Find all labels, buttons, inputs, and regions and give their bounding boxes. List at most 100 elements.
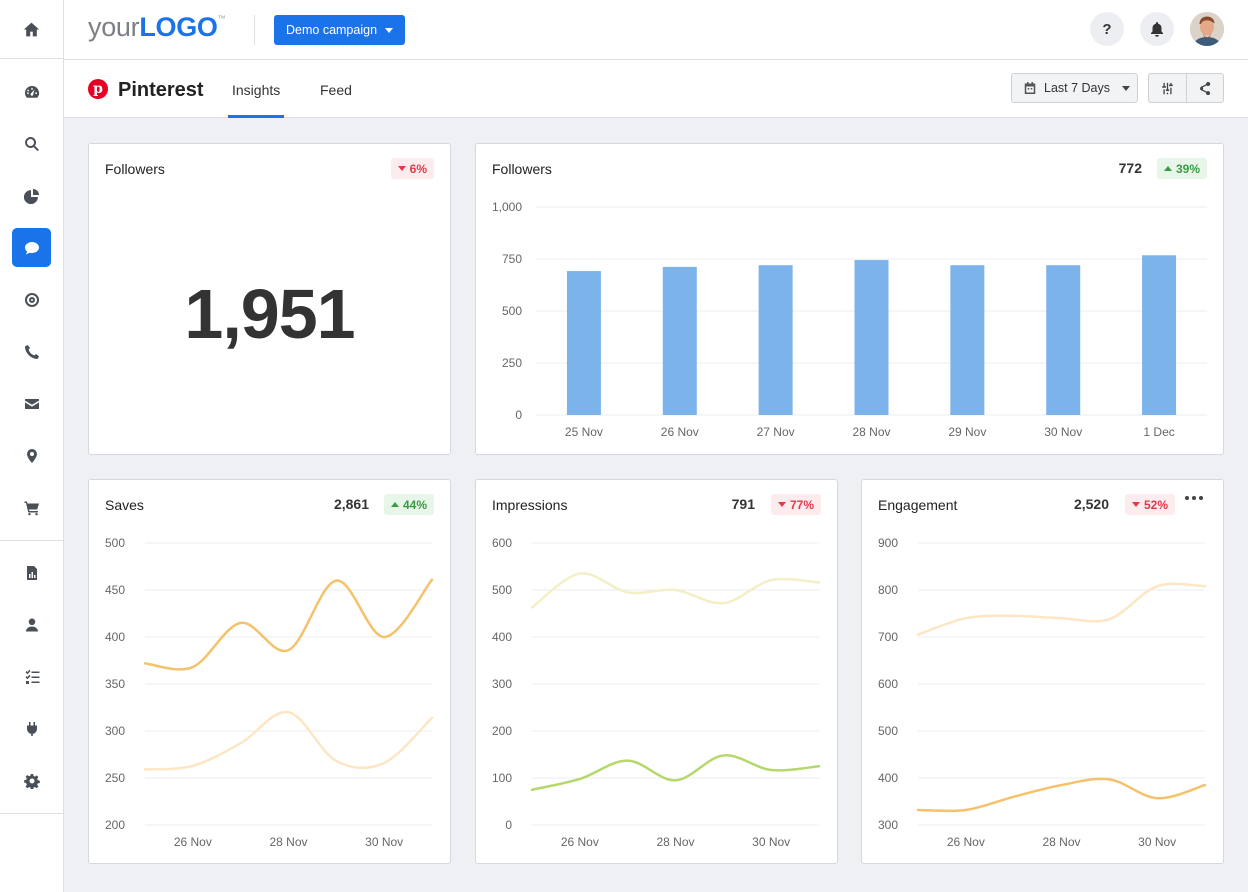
x-tick-label: 28 Nov (852, 425, 890, 439)
sidebar-item-local[interactable] (12, 436, 51, 475)
sidebar-item-ppc[interactable] (12, 280, 51, 319)
series-line (143, 578, 434, 671)
bar (662, 266, 697, 415)
x-tick-label: 25 Nov (565, 425, 603, 439)
y-tick-label: 400 (105, 630, 125, 644)
y-tick-label: 600 (492, 536, 512, 550)
sidebar-item-calls[interactable] (12, 332, 51, 371)
followers-bar-chart: 0 250 500 750 1,000 25 Nov 26 Nov 27 Nov 28 Nov 2… (492, 200, 1207, 439)
more-options-icon[interactable] (1185, 496, 1203, 500)
y-tick-label: 200 (492, 724, 512, 738)
engagement-line-chart: 300 400 500 600 700 800 900 26 Nov 28 Nov 30 Nov (878, 536, 1207, 849)
user-avatar[interactable] (1190, 12, 1224, 46)
y-tick-label: 900 (878, 536, 898, 550)
y-tick-label: 500 (878, 724, 898, 738)
sidebar-item-search[interactable] (12, 124, 51, 163)
y-tick-label: 0 (515, 408, 522, 422)
pie-chart-icon (23, 188, 39, 204)
sidebar-item-dashboard[interactable] (12, 72, 51, 111)
card-title: Saves (105, 497, 144, 513)
campaign-label: Demo campaign (286, 23, 378, 37)
sidebar-item-reports[interactable] (12, 553, 51, 592)
sidebar-item-integrations[interactable] (12, 709, 51, 748)
active-tab-indicator (228, 115, 284, 118)
logo-text-logo: LOGO (139, 12, 218, 42)
task-list-icon (25, 669, 39, 684)
y-tick-label: 800 (878, 583, 898, 597)
dashboard-icon (24, 85, 39, 98)
tab-insights[interactable]: Insights (232, 82, 281, 98)
logo-text-your: your (88, 12, 140, 42)
y-tick-label: 450 (105, 583, 125, 597)
topbar-divider (254, 15, 255, 45)
avatar-image (1190, 12, 1224, 46)
location-pin-icon (26, 448, 37, 463)
brand-logo[interactable]: yourLOGO™ (88, 12, 226, 43)
cart-icon (24, 501, 39, 515)
sidebar-item-social[interactable] (12, 228, 51, 267)
x-tick-label: 26 Nov (174, 835, 212, 849)
change-value: 77% (789, 497, 814, 512)
sidebar-item-ecommerce[interactable] (12, 488, 51, 527)
sidebar-home[interactable] (0, 0, 63, 59)
search-icon (24, 136, 39, 151)
sidebar-item-tasks[interactable] (12, 657, 51, 696)
customize-button[interactable] (1149, 74, 1186, 102)
pinterest-logo-icon: p (88, 79, 108, 99)
mail-icon (24, 398, 39, 409)
campaign-selector-button[interactable]: Demo campaign (274, 15, 406, 45)
arrow-down-icon (397, 166, 406, 171)
phone-icon (24, 344, 39, 359)
change-badge: 44% (383, 494, 434, 515)
saves-card: Saves 2,861 44% 200 250 300 350 400 450 500 26 … (88, 479, 451, 864)
sidebar-item-analytics[interactable] (12, 176, 51, 215)
chat-icon (24, 241, 39, 254)
share-button[interactable] (1185, 74, 1224, 102)
y-tick-label: 0 (505, 818, 512, 832)
impressions-card: Impressions 791 77% 0 100 200 300 400 500 600 2… (475, 479, 838, 864)
bar (1046, 265, 1081, 415)
card-value: 791 (731, 496, 755, 512)
help-button[interactable]: ? (1090, 12, 1124, 46)
chevron-down-icon (385, 27, 394, 33)
notifications-button[interactable] (1140, 12, 1174, 46)
date-range-picker[interactable]: Last 7 Days (1011, 73, 1138, 103)
sliders-icon (1162, 82, 1173, 94)
y-tick-label: 1,000 (492, 200, 522, 214)
y-tick-label: 250 (502, 356, 522, 370)
platform-header: p Pinterest Insights Feed Last 7 Days (64, 60, 1248, 118)
series-line (530, 572, 821, 609)
followers-total-card: Followers 6% 1,951 (88, 143, 451, 455)
change-value: 52% (1143, 497, 1168, 512)
x-tick-label: 1 Dec (1143, 425, 1174, 439)
y-tick-label: 750 (502, 252, 522, 266)
x-tick-label: 30 Nov (1138, 835, 1176, 849)
followers-chart-card: Followers 772 39% 0 250 500 750 1,000 25 Nov 2… (475, 143, 1224, 455)
sidebar-item-users[interactable] (12, 605, 51, 644)
sidebar-item-email[interactable] (12, 384, 51, 423)
x-tick-label: 29 Nov (948, 425, 986, 439)
y-tick-label: 700 (878, 630, 898, 644)
bar (566, 271, 601, 415)
card-value: 772 (1118, 160, 1142, 176)
series-line (530, 754, 821, 791)
logo-trademark: ™ (217, 14, 226, 23)
x-tick-label: 26 Nov (661, 425, 699, 439)
gear-icon (23, 773, 40, 789)
sidebar-divider (0, 540, 63, 541)
user-icon (25, 618, 38, 631)
change-badge: 39% (1156, 158, 1207, 179)
chevron-down-icon (1122, 85, 1131, 91)
bar (950, 265, 985, 415)
x-tick-label: 30 Nov (1044, 425, 1082, 439)
tab-feed[interactable]: Feed (320, 82, 352, 98)
followers-total-value: 1,951 (184, 275, 355, 353)
sidebar-item-settings[interactable] (12, 761, 51, 800)
home-icon (23, 22, 40, 36)
bar (1142, 255, 1177, 415)
change-value: 39% (1175, 161, 1200, 176)
y-tick-label: 600 (878, 677, 898, 691)
change-value: 6% (409, 161, 427, 176)
arrow-down-icon (777, 502, 786, 507)
target-icon (24, 292, 39, 307)
